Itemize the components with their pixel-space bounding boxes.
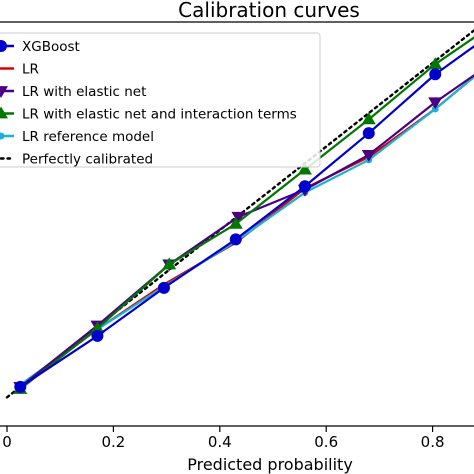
- x-tick-label: 0.2: [101, 433, 125, 451]
- series-layer: [5, 28, 474, 399]
- data-point: [90, 321, 105, 334]
- data-point: [231, 211, 246, 224]
- x-tick-label: 0.4: [208, 433, 232, 451]
- data-point: [361, 112, 376, 125]
- legend-marker: [0, 132, 5, 140]
- series-perfectly-calibrated: [5, 28, 474, 399]
- series-line: [19, 75, 474, 386]
- legend-item-lr: LR: [0, 62, 39, 78]
- data-point: [14, 380, 27, 393]
- legend-item-xgboost: XGBoost: [0, 39, 80, 55]
- legend-label: LR reference model: [22, 129, 154, 145]
- legend-label: XGBoost: [22, 39, 80, 55]
- x-tick-label: 0.8: [421, 433, 445, 451]
- data-point: [428, 97, 443, 110]
- series-line: [19, 73, 474, 388]
- series-line: [5, 28, 474, 399]
- legend-item-lr-with-elastic-net-and-interaction-terms: LR with elastic net and interaction term…: [0, 106, 297, 123]
- x-axis-title: Predicted probability: [187, 455, 353, 474]
- data-point: [162, 257, 177, 270]
- data-point: [361, 150, 376, 162]
- legend-label: LR with elastic net: [22, 84, 146, 100]
- legend-label: Perfectly calibrated: [22, 152, 153, 168]
- legend-frame: [0, 32, 321, 168]
- legend-item-lr-with-elastic-net: LR with elastic net: [0, 84, 146, 100]
- data-point: [157, 281, 170, 294]
- data-point: [429, 68, 442, 81]
- x-ticks: 0 0.2 0.4 0.6 0.8: [2, 426, 445, 451]
- series-line: [19, 45, 474, 388]
- legend-items: XGBoost LR LR with elastic net LR with elas…: [0, 39, 297, 168]
- x-tick-label: 0.6: [314, 433, 338, 451]
- legend-item-perfectly-calibrated: Perfectly calibrated: [0, 152, 153, 168]
- legend-label: LR: [22, 62, 39, 78]
- data-point: [298, 180, 311, 193]
- legend-marker: [0, 40, 7, 52]
- data-point: [362, 127, 375, 140]
- plot-axes: [0, 21, 474, 427]
- data-point: [428, 57, 443, 70]
- data-point: [297, 162, 312, 175]
- legend-item-lr-reference-model: LR reference model: [0, 129, 154, 145]
- legend: XGBoost LR LR with elastic net LR with elas…: [0, 32, 321, 168]
- series-xgboost: [14, 45, 474, 393]
- data-point: [228, 216, 243, 229]
- chart-title: Calibration curves: [178, 0, 360, 22]
- x-tick-label: 0: [2, 433, 12, 451]
- data-point: [91, 329, 104, 342]
- legend-marker: [0, 106, 8, 119]
- data-point: [229, 233, 242, 246]
- series-line: [19, 36, 474, 390]
- legend-marker: [0, 86, 8, 98]
- legend-label: LR with elastic net and interaction term…: [22, 107, 297, 123]
